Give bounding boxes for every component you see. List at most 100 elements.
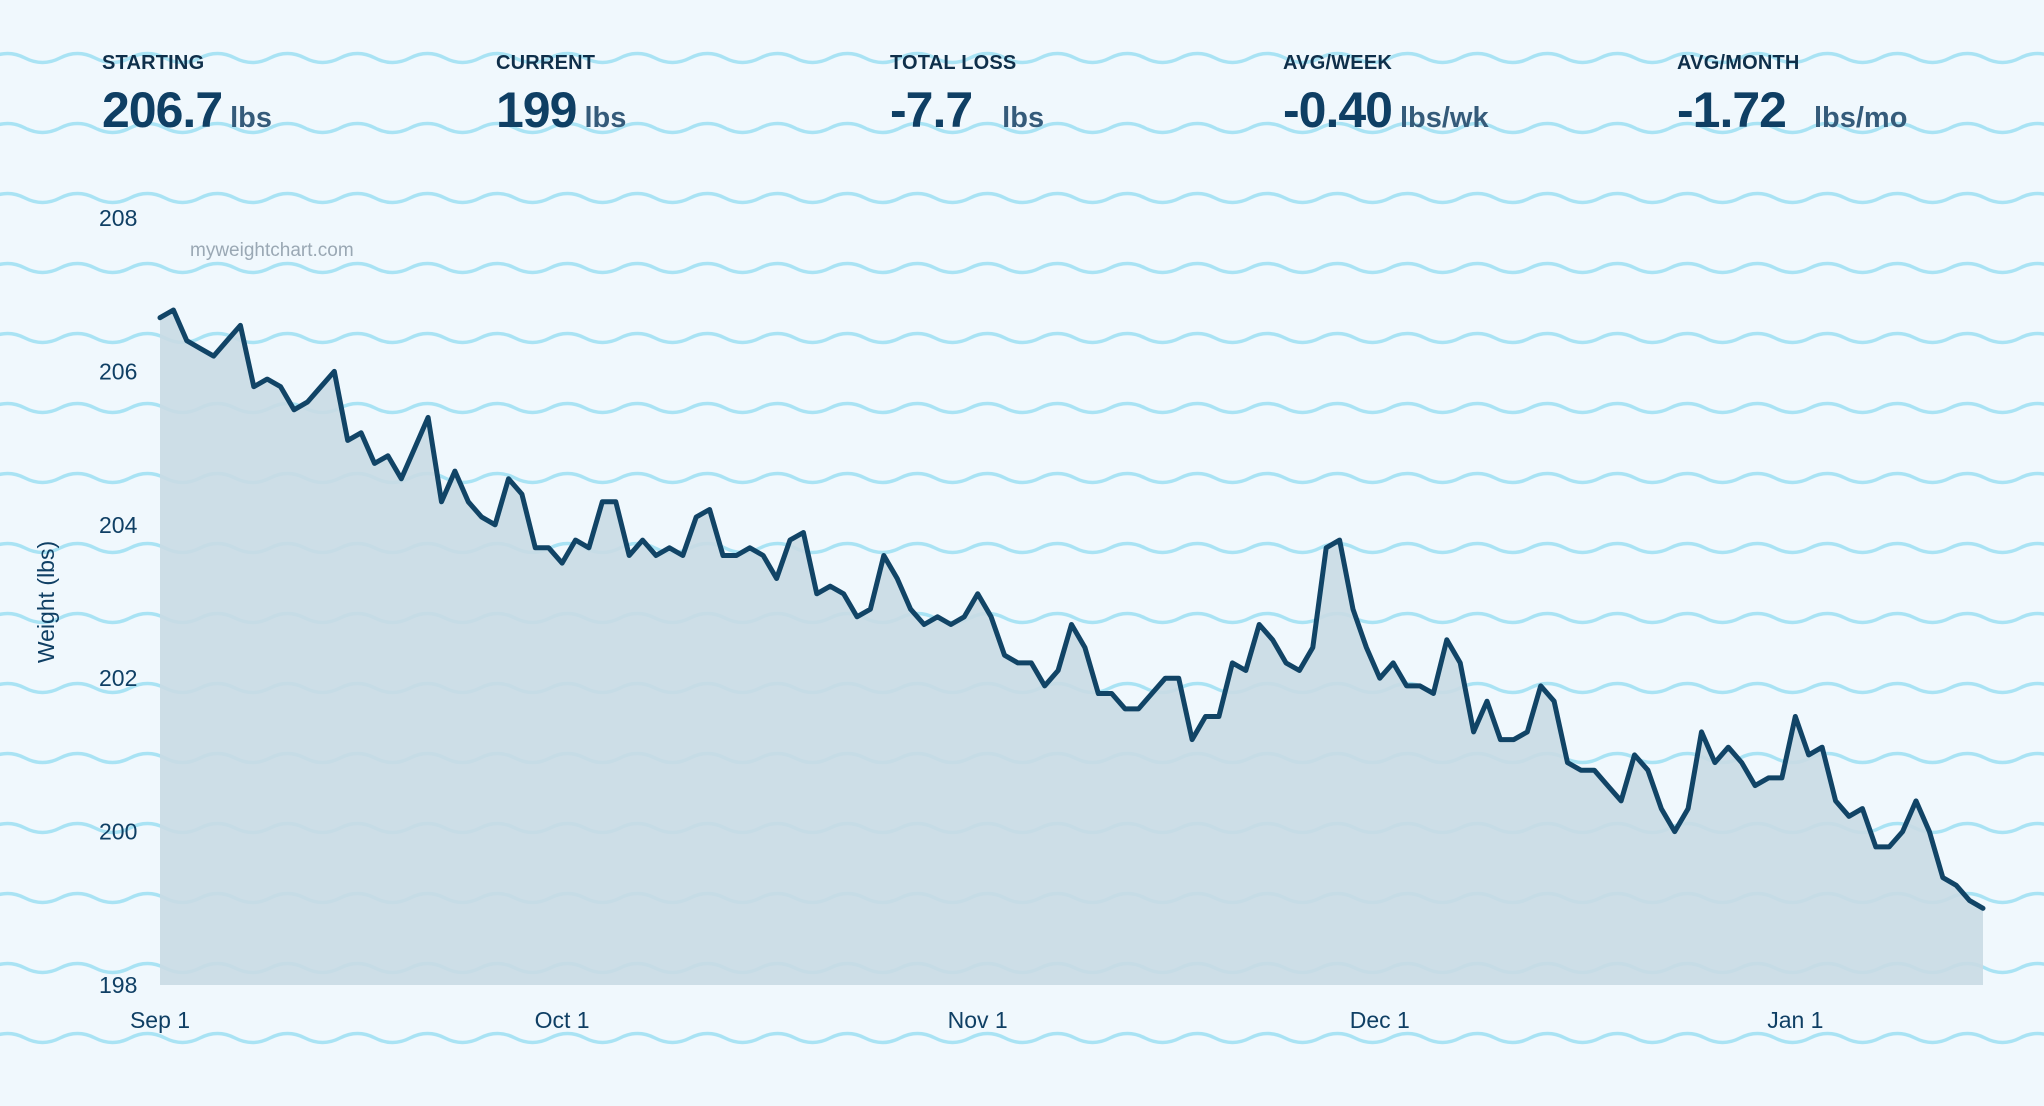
wave-line — [0, 331, 2044, 345]
watermark: myweightchart.com — [190, 240, 354, 261]
data-point — [760, 553, 766, 559]
data-point — [1953, 882, 1959, 888]
data-point — [948, 622, 954, 628]
data-point — [479, 514, 485, 520]
data-point — [1699, 729, 1705, 735]
wave-line — [0, 1031, 2044, 1045]
data-point — [867, 606, 873, 612]
data-point — [1605, 783, 1611, 789]
data-point — [1310, 645, 1316, 651]
data-point — [894, 576, 900, 582]
data-point — [1940, 875, 1946, 881]
data-point — [1404, 683, 1410, 689]
data-point — [1417, 683, 1423, 689]
data-point — [546, 545, 552, 551]
data-point — [1095, 691, 1101, 697]
data-point — [1283, 660, 1289, 666]
data-point — [720, 553, 726, 559]
data-point — [1967, 898, 1973, 904]
x-axis-ticks: Sep 1 Oct 1 Nov 1 Dec 1 Jan 1 — [130, 1007, 1824, 1033]
data-point — [814, 591, 820, 597]
data-point — [613, 499, 619, 505]
wave-line — [0, 191, 2044, 205]
plot-area — [157, 307, 1986, 985]
data-point — [854, 614, 860, 620]
stat-avg-week: AVG/WEEK -0.40 lbs/wk — [1283, 52, 1643, 139]
data-point — [304, 399, 310, 405]
data-point — [1886, 844, 1892, 850]
stat-unit: lbs — [1002, 102, 1045, 134]
data-point — [921, 622, 927, 628]
stats-bar: STARTING 206.7 lbs CURRENT 199 lbs TOTAL L… — [0, 0, 2044, 160]
data-point — [841, 591, 847, 597]
data-point — [184, 338, 190, 344]
data-point — [1122, 706, 1128, 712]
data-point — [211, 353, 217, 359]
data-point — [666, 545, 672, 551]
data-point — [1069, 622, 1075, 628]
data-point — [680, 553, 686, 559]
data-point — [1926, 829, 1932, 835]
stat-label: AVG/WEEK — [1283, 52, 1393, 74]
data-point — [1028, 660, 1034, 666]
data-point — [1538, 683, 1544, 689]
data-point — [1766, 775, 1772, 781]
data-point — [1136, 706, 1142, 712]
data-point — [1055, 668, 1061, 674]
data-point — [1511, 737, 1517, 743]
data-point — [331, 368, 337, 374]
y-tick-label: 208 — [99, 205, 137, 231]
stat-unit: lbs — [230, 102, 273, 134]
data-point — [385, 453, 391, 459]
data-point — [975, 591, 981, 597]
data-point — [1082, 645, 1088, 651]
data-point — [492, 522, 498, 528]
data-point — [1149, 691, 1155, 697]
data-point — [506, 476, 512, 482]
y-axis-label: Weight (lbs) — [33, 541, 59, 663]
data-point — [1712, 760, 1718, 766]
data-point — [251, 384, 257, 390]
data-point — [1792, 714, 1798, 720]
data-point — [827, 583, 833, 589]
data-point — [1189, 737, 1195, 743]
data-point — [693, 514, 699, 520]
data-point — [1618, 798, 1624, 804]
data-point — [1632, 752, 1638, 758]
x-tick-label: Dec 1 — [1350, 1007, 1410, 1033]
data-point — [1725, 744, 1731, 750]
stat-value: -1.72 — [1677, 82, 1787, 138]
data-point — [559, 560, 565, 566]
data-point — [157, 315, 163, 321]
y-tick-label: 206 — [99, 358, 137, 384]
data-point — [237, 322, 243, 328]
data-point — [1658, 806, 1664, 812]
data-point — [1645, 767, 1651, 773]
weight-line — [157, 307, 1986, 911]
data-point — [452, 468, 458, 474]
data-point — [1685, 806, 1691, 812]
data-point — [1913, 798, 1919, 804]
data-point — [1484, 698, 1490, 704]
data-point — [1524, 729, 1530, 735]
data-point — [1216, 714, 1222, 720]
stat-value: 199 — [496, 82, 577, 138]
data-point — [170, 307, 176, 313]
data-point — [1015, 660, 1021, 666]
data-point — [1109, 691, 1115, 697]
stat-label: AVG/MONTH — [1677, 52, 1800, 74]
data-point — [532, 545, 538, 551]
data-point — [707, 507, 713, 513]
data-point — [1229, 660, 1235, 666]
data-point — [345, 437, 351, 443]
data-point — [278, 384, 284, 390]
x-tick-label: Sep 1 — [130, 1007, 190, 1033]
data-point — [1256, 622, 1262, 628]
data-point — [1591, 767, 1597, 773]
data-point — [318, 384, 324, 390]
data-point — [412, 445, 418, 451]
data-point — [1337, 537, 1343, 543]
data-point — [626, 553, 632, 559]
x-tick-label: Jan 1 — [1767, 1007, 1823, 1033]
